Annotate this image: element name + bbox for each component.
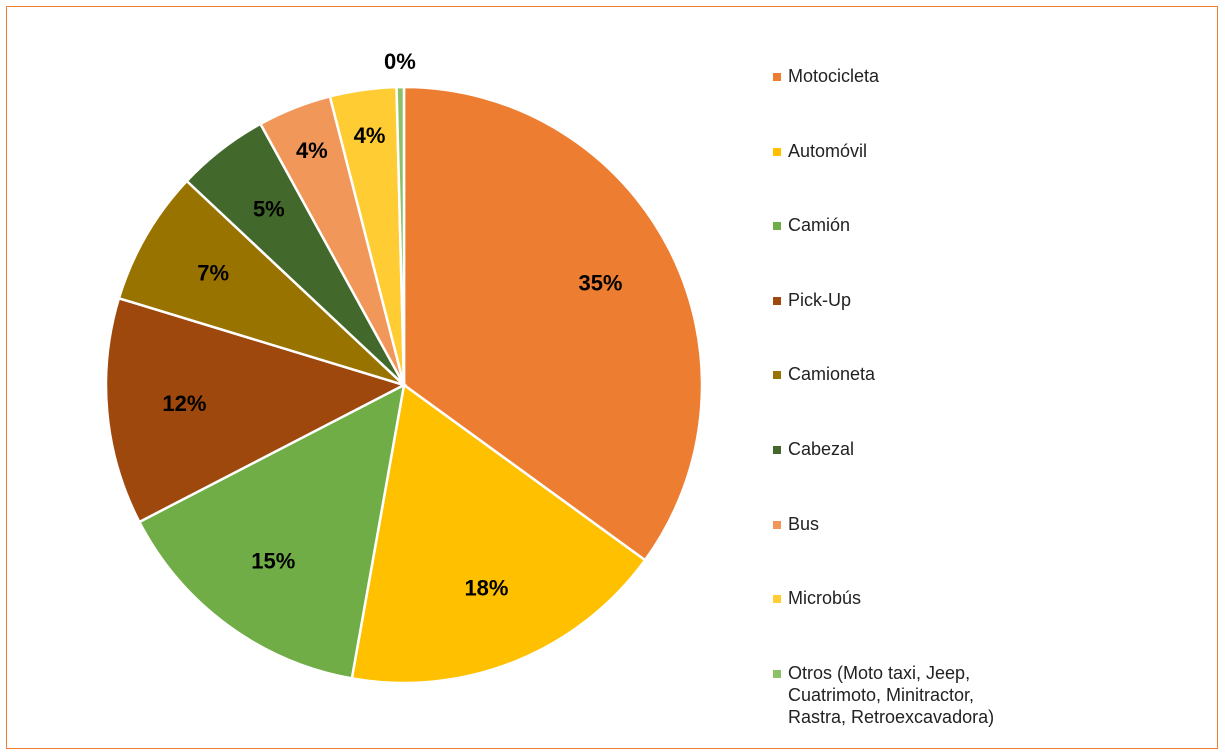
pie-slice xyxy=(137,382,406,680)
legend-swatch xyxy=(773,222,781,231)
legend-entry: Otros (Moto taxi, Jeep, Cuatrimoto, Mini… xyxy=(773,662,1193,728)
legend-entry: Motocicleta xyxy=(773,65,1193,87)
legend-entry: Cabezal xyxy=(773,438,1193,460)
legend-label: Cabezal xyxy=(788,439,855,459)
legend-label: Pick-Up xyxy=(788,289,852,310)
data-label: 0% xyxy=(384,49,416,74)
data-label: 7% xyxy=(197,260,229,285)
legend-entry: Automóvil xyxy=(773,140,1193,162)
legend-swatch xyxy=(773,669,781,678)
legend-swatch xyxy=(773,147,781,156)
legend-swatch xyxy=(773,371,781,380)
legend-swatch xyxy=(773,73,781,81)
legend-label: Otros (Moto taxi, Jeep, Cuatrimoto, Mini… xyxy=(788,662,995,727)
legend-label: Microbús xyxy=(788,588,862,609)
data-label: 4% xyxy=(354,123,386,148)
legend-swatch xyxy=(773,296,781,305)
legend-entry: Bus xyxy=(773,513,1193,535)
legend-label: Bus xyxy=(788,513,820,534)
data-label: 12% xyxy=(162,391,206,416)
pie-slice xyxy=(117,179,405,387)
legend-entry: Pick-Up xyxy=(773,289,1193,311)
pie-slice xyxy=(104,296,408,524)
pie-slice xyxy=(350,382,647,685)
data-label: 15% xyxy=(251,548,295,573)
frame xyxy=(6,6,1218,749)
pie-slice xyxy=(395,85,406,386)
legend-label: Motocicleta xyxy=(788,66,880,86)
legend-entry: Camión xyxy=(773,214,1193,236)
legend-entry: Camioneta xyxy=(773,363,1193,385)
pie-slice xyxy=(402,85,704,562)
legend-swatch xyxy=(773,520,781,529)
data-label: 5% xyxy=(253,197,285,222)
legend-label: Camión xyxy=(788,215,851,236)
data-label: 18% xyxy=(464,575,508,600)
legend-entry: Microbús xyxy=(773,587,1193,609)
legend-label: Camioneta xyxy=(788,364,876,385)
legend-swatch xyxy=(773,595,781,604)
legend-swatch xyxy=(773,446,781,454)
legend-label: Automóvil xyxy=(788,140,868,161)
data-label: 35% xyxy=(578,271,622,296)
data-label: 4% xyxy=(296,138,328,163)
